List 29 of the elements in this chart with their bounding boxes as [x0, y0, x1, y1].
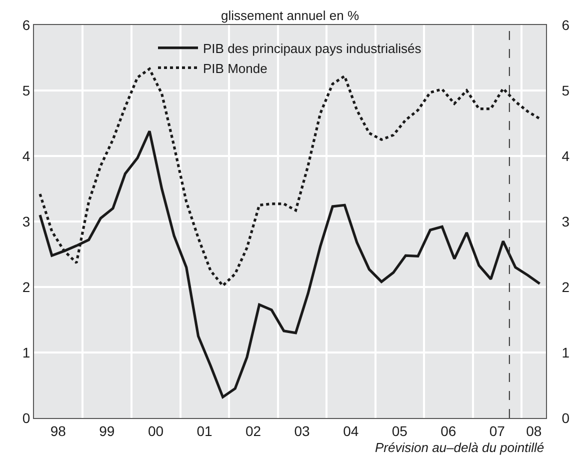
y-tick-label: 2: [22, 278, 30, 295]
x-tick-label: 05: [392, 422, 408, 439]
x-tick-label: 03: [294, 422, 310, 439]
y-tick-label: 4: [22, 148, 30, 164]
chart-subtitle: glissement annuel en %: [221, 8, 360, 23]
y-tick-label: 3: [22, 213, 30, 230]
x-tick-label: 01: [196, 422, 213, 439]
y2-tick-label: 6: [562, 16, 570, 33]
y2-tick-label: 2: [562, 278, 570, 295]
y2-tick-label: 5: [562, 82, 570, 98]
y2-tick-label: 1: [562, 344, 570, 360]
x-tick-label: 06: [440, 422, 456, 439]
y-tick-label: 6: [22, 16, 30, 33]
x-tick-label: 07: [489, 422, 506, 439]
x-tick-label: 08: [526, 422, 542, 439]
y-tick-label: 1: [22, 344, 30, 360]
x-tick-label: 00: [148, 422, 164, 439]
x-tick-label: 02: [245, 422, 262, 439]
x-tick-label: 99: [99, 422, 115, 439]
x-tick-label: 04: [343, 422, 359, 439]
x-tick-label: 98: [50, 422, 66, 439]
text: Prévision au–delà du pointillé: [375, 440, 544, 455]
y2-tick-label: 3: [562, 213, 570, 230]
y2-tick-label: 0: [562, 410, 570, 426]
y2-tick-label: 4: [562, 148, 570, 164]
y-tick-label: 5: [22, 82, 30, 98]
legend-label: PIB des principaux pays industrialisés: [203, 40, 422, 56]
y-tick-label: 0: [22, 410, 30, 426]
legend-label: PIB Monde: [203, 60, 268, 76]
